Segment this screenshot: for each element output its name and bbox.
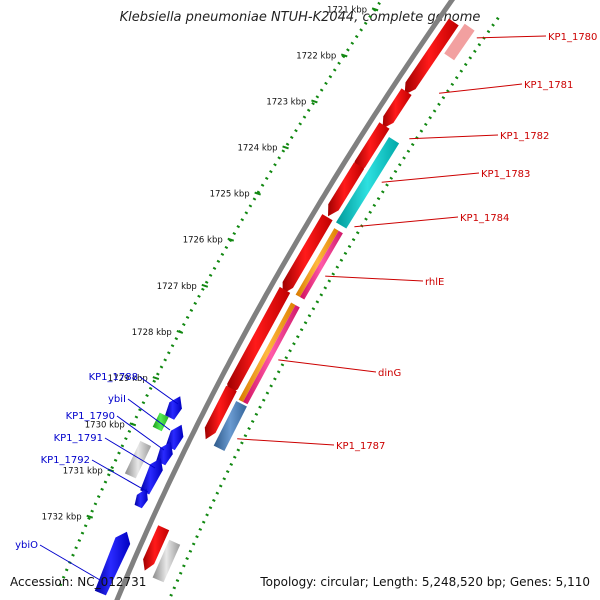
- leader-line-right: [381, 172, 480, 183]
- summary-text: Topology: circular; Length: 5,248,520 bp…: [260, 575, 590, 589]
- ruler-label: 1723 kbp: [266, 97, 306, 107]
- ruler-label: 1729 kbp: [108, 374, 148, 384]
- ruler-label: 1726 kbp: [183, 236, 223, 246]
- kbp-ruler: 1721 kbp 1722 kbp 1723 kbp 1724 kbp 1725 kbp…: [42, 5, 379, 523]
- backbone: [114, 0, 456, 600]
- outer-tick-ring: [167, 16, 500, 600]
- feature-track: [94, 18, 475, 596]
- leader-line-right: [409, 134, 499, 140]
- ruler-label: 1724 kbp: [237, 143, 277, 153]
- gene-kp1-1788: [165, 396, 182, 420]
- gene-label-right: KP1_1787: [336, 441, 385, 452]
- green-feature: [152, 412, 169, 432]
- gene-kp1-1784: [282, 214, 333, 294]
- gene-label-right: KP1_1781: [524, 80, 573, 91]
- ruler-label: 1731 kbp: [63, 466, 103, 476]
- gene-label-left: ybiO: [15, 540, 38, 551]
- pink-feature-2: [243, 305, 300, 405]
- gene-label-right: KP1_1783: [481, 169, 530, 180]
- ruler-tick: [152, 376, 160, 381]
- ruler-tick: [311, 99, 318, 104]
- leader-line-left: [116, 415, 165, 451]
- gene-label-left: KP1_1788: [89, 372, 138, 383]
- gray-feature-right: [152, 539, 181, 583]
- gene-kp1-1783: [328, 162, 365, 217]
- gene-label-right: KP1_1782: [500, 131, 549, 142]
- orange-feature-2: [238, 302, 296, 402]
- orange-feature-1: [295, 228, 339, 297]
- steelblue-feature: [213, 401, 247, 451]
- ruler-tick: [86, 514, 94, 519]
- leader-line-left: [104, 437, 156, 469]
- gene-dinG: [204, 385, 237, 440]
- gene-label-left: KP1_1791: [54, 433, 103, 444]
- ruler-tick: [371, 7, 379, 12]
- leader-line-left: [91, 459, 149, 493]
- gene-label-left: ybiI: [108, 394, 126, 405]
- pink-feature-1: [299, 230, 343, 300]
- ruler-tick: [201, 283, 209, 288]
- ruler-label: 1732 kbp: [42, 513, 82, 523]
- gene-labels: KP1_1780 KP1_1781 KP1_1782 KP1_1783 KP1_1784…: [15, 32, 597, 581]
- leader-line-right: [325, 275, 424, 282]
- leader-line-right: [439, 83, 523, 94]
- gene-kp1-1782: [354, 122, 390, 174]
- gene-kp1-1791-arrow: [140, 458, 163, 495]
- leader-line-right: [476, 35, 547, 39]
- ruler-tick: [176, 329, 184, 334]
- gene-label-left: KP1_1790: [66, 411, 115, 422]
- ruler-tick: [282, 145, 289, 150]
- tick-dot-rings: [57, 0, 500, 600]
- gene-kp1-1795: [143, 525, 170, 571]
- ruler-tick: [227, 237, 235, 242]
- ruler-label: 1721 kbp: [327, 5, 367, 15]
- ruler-tick: [129, 422, 137, 427]
- cyan-feature: [336, 137, 400, 229]
- leader-line-right: [237, 438, 335, 446]
- ruler-tick: [254, 191, 261, 196]
- gene-label-left: KP1_1792: [41, 455, 90, 466]
- gene-label-right: dinG: [378, 368, 401, 379]
- gene-kp1-1780-feature: [444, 23, 475, 61]
- ruler-label: 1730 kbp: [85, 420, 125, 430]
- leader-line-right: [278, 359, 377, 373]
- accession-text: Accession: NC_012731: [10, 575, 147, 589]
- leader-line-left: [139, 376, 179, 405]
- gene-ybiO-arrow: [94, 531, 131, 596]
- gene-kp1-1792-arrow: [134, 488, 148, 509]
- gene-label-right: KP1_1784: [460, 213, 509, 224]
- ruler-label: 1727 kbp: [157, 282, 197, 292]
- map-title: Klebsiella pneumoniae NTUH-K2044, comple…: [119, 10, 481, 25]
- gene-label-right: rhlE: [425, 277, 444, 288]
- gene-rhle: [227, 286, 291, 396]
- gene-label-right: KP1_1780: [548, 32, 597, 43]
- backbone-line: [114, 0, 456, 600]
- leader-line-left: [39, 544, 101, 581]
- leader-line-left: [127, 398, 171, 431]
- ruler-label: 1722 kbp: [296, 51, 336, 61]
- gray-feature-left: [124, 440, 152, 479]
- gene-kp1-1781: [382, 88, 412, 129]
- ruler-label: 1725 kbp: [210, 190, 250, 200]
- ruler-label: 1728 kbp: [132, 328, 172, 338]
- leader-line-right: [354, 216, 459, 228]
- inner-tick-ring: [57, 0, 384, 589]
- gene-kp1-1780: [404, 18, 459, 95]
- ruler-tick: [340, 53, 348, 58]
